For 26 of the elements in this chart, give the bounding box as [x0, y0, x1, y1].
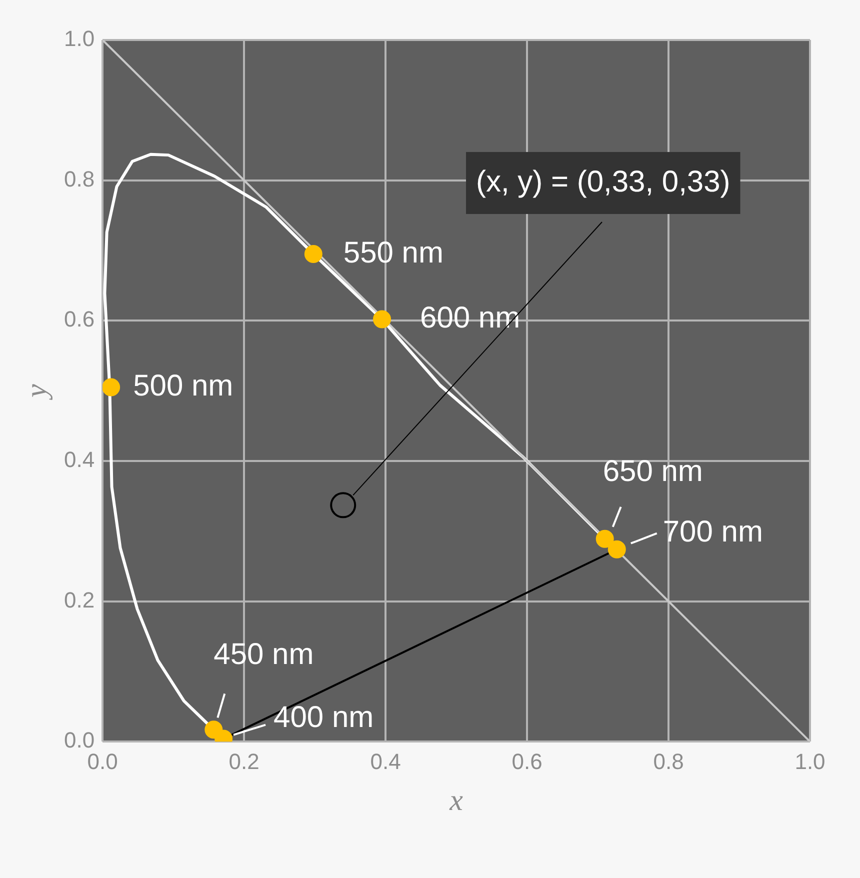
point	[330, 492, 356, 518]
annotation: 400 nm	[274, 701, 374, 734]
x-tick-label: 0.6	[512, 748, 542, 774]
y-tick-label: 0.6	[64, 306, 95, 332]
x-tick-label: 0.8	[653, 748, 684, 774]
y-tick-label: 1.0	[64, 26, 95, 52]
x-tick-label: 1.0	[794, 748, 826, 774]
y-tick-label: 0.8	[64, 166, 95, 192]
annotation: 700 nm	[662, 516, 763, 549]
point	[596, 530, 614, 548]
y-axis-title: y	[20, 383, 53, 400]
point	[373, 310, 392, 328]
annotation: 450 nm	[214, 638, 314, 671]
x-tick-label: 0.4	[370, 748, 401, 774]
annotation: 650 nm	[602, 455, 703, 488]
x-tick-label: 0.2	[228, 748, 260, 774]
annotation: (x, y) = (0,33, 0,33)	[476, 165, 730, 198]
annotation: 550 nm	[343, 236, 444, 270]
y-tick-label: 0.4	[64, 447, 95, 472]
annotation: 600 nm	[420, 302, 520, 334]
point	[102, 378, 120, 396]
point	[304, 244, 322, 263]
annotation: 500 nm	[133, 370, 234, 403]
point	[608, 540, 626, 558]
y-tick-label: 0.2	[64, 587, 95, 612]
x-axis-title: x	[448, 784, 464, 817]
